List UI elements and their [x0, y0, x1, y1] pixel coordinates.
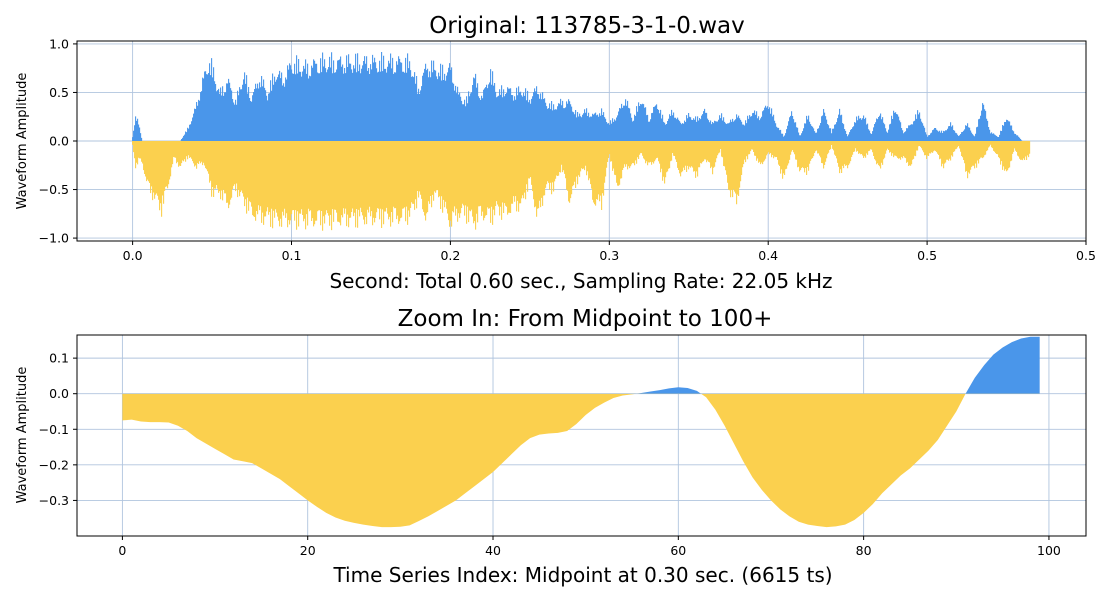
waveform-positive	[132, 52, 1023, 141]
x-tick-label: 0.2	[440, 248, 460, 263]
y-tick-label: −0.1	[39, 422, 69, 437]
subplot1-yticks: 1.0 0.5 0.0 −0.5 −1.0	[39, 36, 77, 246]
subplot1-xticks: 0.0 0.1 0.2 0.3 0.4 0.5 0.5	[123, 241, 1096, 263]
x-tick-label: 0.1	[282, 248, 302, 263]
y-tick-label: 0.5	[49, 85, 69, 100]
y-tick-label: 0.1	[49, 351, 69, 366]
x-tick-label: 0.0	[123, 248, 143, 263]
subplot2-title: Zoom In: From Midpoint to 100+	[398, 306, 773, 332]
y-tick-label: 1.0	[49, 36, 69, 51]
x-tick-label: 40	[485, 543, 501, 558]
subplot2-xticks: 0 20 40 60 80 100	[118, 536, 1061, 558]
y-tick-label: 0.0	[49, 386, 69, 401]
x-tick-label: 20	[300, 543, 316, 558]
waveform-negative	[132, 141, 1031, 231]
subplot-original: Original: 113785-3-1-0.wav 0.0 0.1 0.2 0.3 0…	[15, 13, 1096, 293]
y-tick-label: 0.0	[49, 134, 69, 149]
x-tick-label: 0.5	[917, 248, 937, 263]
subplot1-xlabel: Second: Total 0.60 sec., Sampling Rate: …	[329, 269, 832, 293]
subplot-zoom: Zoom In: From Midpoint to 100+ 0 20 40 60 80…	[15, 306, 1087, 587]
y-tick-label: −0.3	[39, 493, 69, 508]
subplot2-yticks: 0.1 0.0 −0.1 −0.2 −0.3	[39, 351, 77, 508]
waveform-negative	[122, 393, 966, 528]
x-tick-label: 0.3	[599, 248, 619, 263]
subplot2-waveform	[122, 336, 1040, 528]
x-tick-label: 60	[670, 543, 686, 558]
x-tick-label: 100	[1037, 543, 1061, 558]
subplot1-ylabel: Waveform Amplitude	[15, 73, 30, 210]
y-tick-label: −1.0	[39, 231, 69, 246]
subplot2-xlabel: Time Series Index: Midpoint at 0.30 sec.…	[332, 563, 832, 587]
subplot1-waveform	[132, 52, 1031, 231]
subplot2-ylabel: Waveform Amplitude	[15, 367, 30, 504]
x-tick-label: 80	[856, 543, 872, 558]
x-tick-label: 0.4	[758, 248, 778, 263]
y-tick-label: −0.2	[39, 457, 69, 472]
subplot1-title: Original: 113785-3-1-0.wav	[429, 13, 745, 39]
x-tick-label: 0	[118, 543, 126, 558]
x-tick-label: 0.5	[1076, 248, 1096, 263]
subplot2-axes-frame	[76, 334, 1087, 537]
y-tick-label: −0.5	[39, 182, 69, 197]
